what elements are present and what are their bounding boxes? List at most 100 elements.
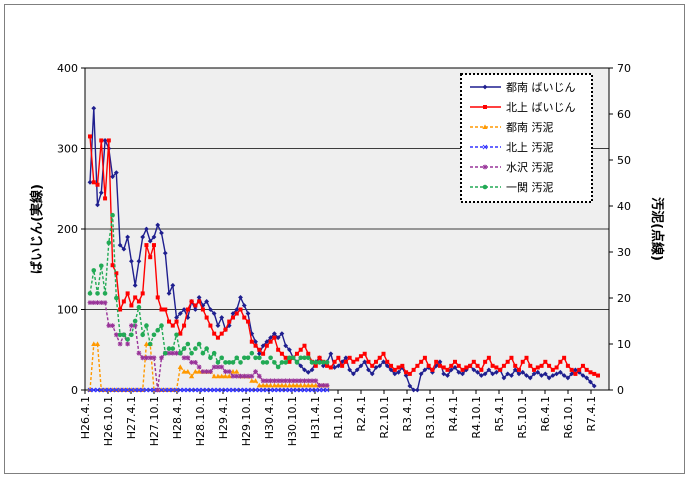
series-point (328, 365, 333, 370)
series-point (208, 387, 213, 393)
series-point (253, 343, 258, 348)
series-point (144, 323, 149, 328)
series-point (414, 387, 420, 393)
series-point (253, 355, 258, 361)
legend-marker (482, 84, 488, 90)
series-point (234, 307, 240, 312)
series-point (249, 378, 255, 383)
series-point (241, 387, 247, 393)
series-point (256, 382, 262, 388)
series-point (113, 170, 119, 176)
series-point (182, 323, 187, 328)
series-point (87, 300, 93, 305)
legend-marker (482, 124, 488, 129)
series-point (271, 331, 277, 337)
series-point (155, 387, 161, 393)
series-point (547, 363, 552, 368)
series-point (143, 341, 150, 346)
series-point (226, 369, 232, 374)
series-point (441, 371, 447, 377)
series-point (283, 387, 289, 393)
series-point (501, 363, 506, 368)
x-tick-label: R3.10.1 (424, 396, 437, 439)
series-point (317, 360, 322, 365)
series-point (279, 351, 284, 356)
legend-item: 水沢 汚泥 (470, 160, 554, 174)
series-point (174, 319, 179, 324)
series-point (264, 378, 270, 384)
series-point (98, 190, 104, 196)
series-point (151, 332, 157, 338)
series-point (117, 341, 123, 347)
series-point (520, 359, 525, 364)
series-point (189, 299, 194, 304)
legend-label: 北上 ばいじん (506, 101, 576, 114)
series-point (215, 360, 221, 365)
series-point (249, 373, 255, 379)
x-tick-label: H29.10.1 (240, 396, 253, 446)
series-point (192, 369, 198, 374)
left-tick-label: 200 (57, 223, 78, 236)
series-point (373, 359, 378, 364)
series-point (550, 373, 556, 378)
series-point (494, 369, 499, 375)
series-point (328, 351, 334, 357)
series-point (275, 387, 281, 393)
series-point (204, 315, 209, 320)
series-point (562, 355, 567, 360)
series-point (501, 375, 507, 381)
series-point (377, 355, 382, 360)
series-point (234, 369, 240, 374)
x-tick-label: R6.10.1 (562, 396, 575, 439)
series-point (178, 350, 183, 356)
series-point (117, 332, 123, 338)
series-point (238, 307, 243, 312)
series-point (542, 371, 548, 377)
series-point (91, 341, 97, 346)
series-point (389, 363, 394, 368)
series-point (313, 378, 319, 384)
series-point (177, 364, 183, 369)
series-line (89, 215, 328, 369)
series-point (516, 371, 522, 377)
series-point (313, 387, 319, 393)
series-point (268, 382, 274, 388)
x-tick-label: H28.10.1 (194, 396, 207, 446)
series-point (283, 355, 288, 360)
series-point (573, 371, 578, 376)
series-point (419, 359, 424, 364)
series-point (106, 387, 112, 393)
series-point (147, 238, 153, 244)
series-point (471, 359, 476, 364)
series-point (569, 367, 574, 372)
series-point (140, 387, 146, 393)
series-point (129, 332, 134, 338)
series-0 (87, 105, 597, 393)
series-point (275, 364, 281, 370)
series-point (185, 355, 191, 361)
series-point (317, 355, 322, 360)
chart-frame: 0 100 200 300 400 0 10 20 30 40 50 60 70 H26.4.1 H26… (4, 4, 685, 474)
series-point (305, 378, 311, 384)
series-point (592, 371, 597, 376)
series-point (212, 331, 217, 336)
series-point (106, 138, 111, 143)
series-point (415, 363, 420, 368)
x-tick-label: R6.4.1 (539, 396, 552, 432)
series-point (309, 382, 315, 388)
series-point (298, 355, 304, 361)
series-point (294, 351, 299, 356)
series-point (249, 339, 254, 344)
series-point (320, 387, 326, 393)
series-point (306, 351, 311, 356)
series-point (298, 387, 304, 393)
series-point (286, 382, 293, 388)
series-point (219, 315, 225, 320)
series-point (283, 360, 288, 365)
series-point (320, 383, 326, 388)
series-point (245, 311, 251, 316)
legend-item: 北上 ばいじん (470, 101, 576, 114)
series-point (177, 311, 183, 316)
